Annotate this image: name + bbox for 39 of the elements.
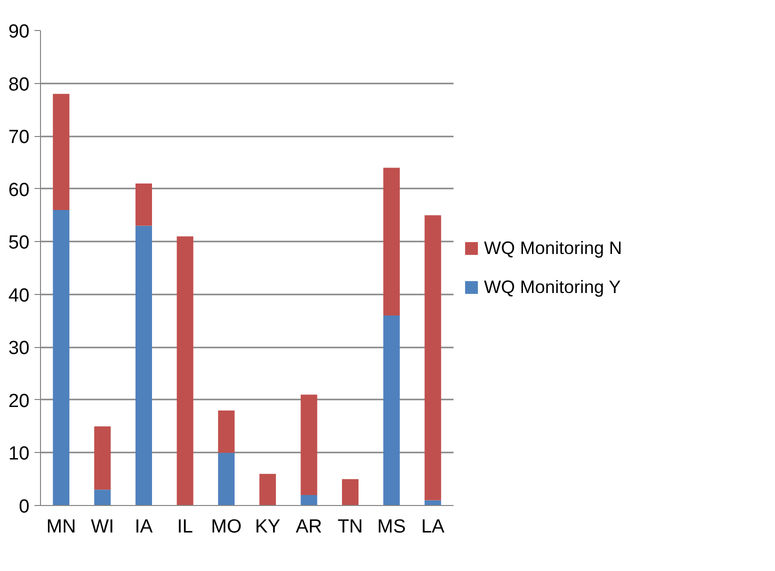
- bar: [135, 226, 152, 506]
- x-tick-label: KY: [254, 516, 281, 538]
- x-tick-label: MO: [211, 516, 242, 538]
- legend-label: WQ Monitoring N: [484, 238, 622, 258]
- bar: [424, 215, 442, 500]
- x-tick-label: AR: [296, 516, 322, 538]
- x-tick-label: LA: [421, 516, 445, 538]
- bar: [52, 210, 70, 506]
- bar: [135, 184, 152, 226]
- bar: [94, 490, 111, 506]
- bar: [424, 500, 442, 506]
- y-tick-label: 10: [8, 444, 30, 465]
- x-tick-label: IA: [134, 516, 154, 538]
- y-tick-label: 20: [8, 390, 30, 412]
- y-tick-label: 0: [18, 496, 30, 518]
- bar: [342, 479, 359, 506]
- x-tick-label: IL: [177, 516, 193, 538]
- x-tick-label: MS: [377, 516, 406, 538]
- bar: [218, 452, 235, 506]
- y-tick-label: 60: [8, 180, 30, 201]
- y-tick-label: 70: [8, 127, 30, 148]
- y-tick-label: 80: [8, 74, 30, 96]
- bar: [300, 394, 318, 495]
- y-tick-label: 40: [8, 285, 30, 306]
- x-tick-label: TN: [338, 516, 363, 538]
- bar: [52, 94, 70, 210]
- bar: [94, 426, 111, 490]
- bar: [259, 474, 276, 506]
- x-tick-label: WI: [90, 516, 114, 538]
- bar: [383, 168, 400, 316]
- y-tick-label: 50: [8, 232, 30, 254]
- bar: [383, 316, 400, 506]
- bar: [218, 410, 235, 453]
- y-tick-label: 90: [8, 22, 30, 42]
- legend-label: WQ Monitoring Y: [484, 276, 621, 298]
- bar: [176, 236, 194, 506]
- x-tick-label: MN: [46, 516, 76, 538]
- y-tick-label: 30: [8, 338, 30, 360]
- bar: [300, 494, 318, 506]
